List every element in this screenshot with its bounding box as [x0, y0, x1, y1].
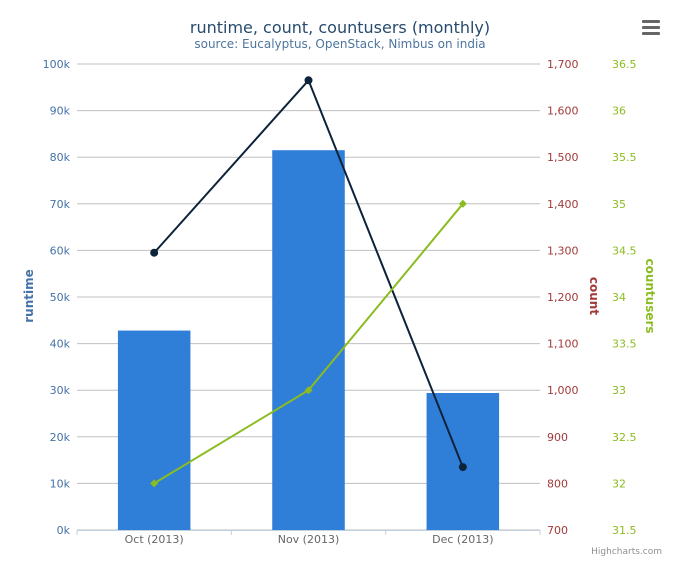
- point-count: [150, 248, 159, 257]
- y-tick-label-count: 1,000: [547, 384, 579, 397]
- y-axis-label-runtime: runtime: [22, 269, 36, 323]
- menu-icon[interactable]: [640, 18, 662, 40]
- point-count: [458, 463, 467, 472]
- y-tick-label-countusers: 36.5: [612, 58, 637, 71]
- chart-subtitle: source: Eucalyptus, OpenStack, Nimbus on…: [194, 37, 485, 51]
- y-tick-label-countusers: 33.5: [612, 338, 637, 351]
- y-tick-label-countusers: 35.5: [612, 151, 637, 164]
- y-tick-label-countusers: 36: [612, 105, 626, 118]
- x-tick-label: Nov (2013): [278, 533, 340, 546]
- y-tick-label-countusers: 33: [612, 384, 626, 397]
- x-tick-label: Dec (2013): [432, 533, 493, 546]
- y-tick-label-runtime: 70k: [50, 198, 71, 211]
- bar-runtime: [426, 392, 500, 530]
- y-tick-label-count: 800: [547, 477, 568, 490]
- y-tick-label-count: 700: [547, 524, 568, 537]
- y-tick-label-count: 1,600: [547, 105, 579, 118]
- y-tick-label-count: 1,700: [547, 58, 579, 71]
- chart-title: runtime, count, countusers (monthly): [190, 18, 490, 37]
- y-tick-label-countusers: 32: [612, 477, 626, 490]
- y-tick-label-runtime: 10k: [50, 477, 71, 490]
- y-tick-label-countusers: 34: [612, 291, 626, 304]
- point-countusers: [458, 199, 467, 208]
- y-tick-label-runtime: 90k: [50, 105, 71, 118]
- point-count: [304, 76, 313, 85]
- y-axis-label-count: count: [587, 277, 601, 315]
- y-tick-label-countusers: 34.5: [612, 244, 637, 257]
- y-tick-label-runtime: 40k: [50, 338, 71, 351]
- y-tick-label-count: 1,100: [547, 338, 579, 351]
- bar-runtime: [117, 330, 191, 530]
- point-countusers: [150, 479, 159, 488]
- y-tick-label-countusers: 32.5: [612, 431, 637, 444]
- y-tick-label-runtime: 20k: [50, 431, 71, 444]
- y-tick-label-runtime: 0k: [57, 524, 71, 537]
- credits-link[interactable]: Highcharts.com: [591, 547, 662, 557]
- y-tick-label-runtime: 100k: [43, 58, 71, 71]
- y-tick-label-countusers: 35: [612, 198, 626, 211]
- y-tick-label-count: 1,400: [547, 198, 579, 211]
- y-tick-label-count: 1,200: [547, 291, 579, 304]
- y-tick-label-count: 1,300: [547, 244, 579, 257]
- bar-runtime: [272, 150, 345, 530]
- y-axis-label-countusers: countusers: [643, 258, 657, 333]
- point-countusers: [304, 386, 313, 395]
- y-tick-label-count: 1,500: [547, 151, 579, 164]
- y-tick-label-runtime: 50k: [50, 291, 71, 304]
- y-tick-label-runtime: 60k: [50, 244, 71, 257]
- x-tick-label: Oct (2013): [125, 533, 184, 546]
- y-tick-label-count: 900: [547, 431, 568, 444]
- y-tick-label-runtime: 30k: [50, 384, 71, 397]
- y-tick-label-runtime: 80k: [50, 151, 71, 164]
- y-tick-label-countusers: 31.5: [612, 524, 637, 537]
